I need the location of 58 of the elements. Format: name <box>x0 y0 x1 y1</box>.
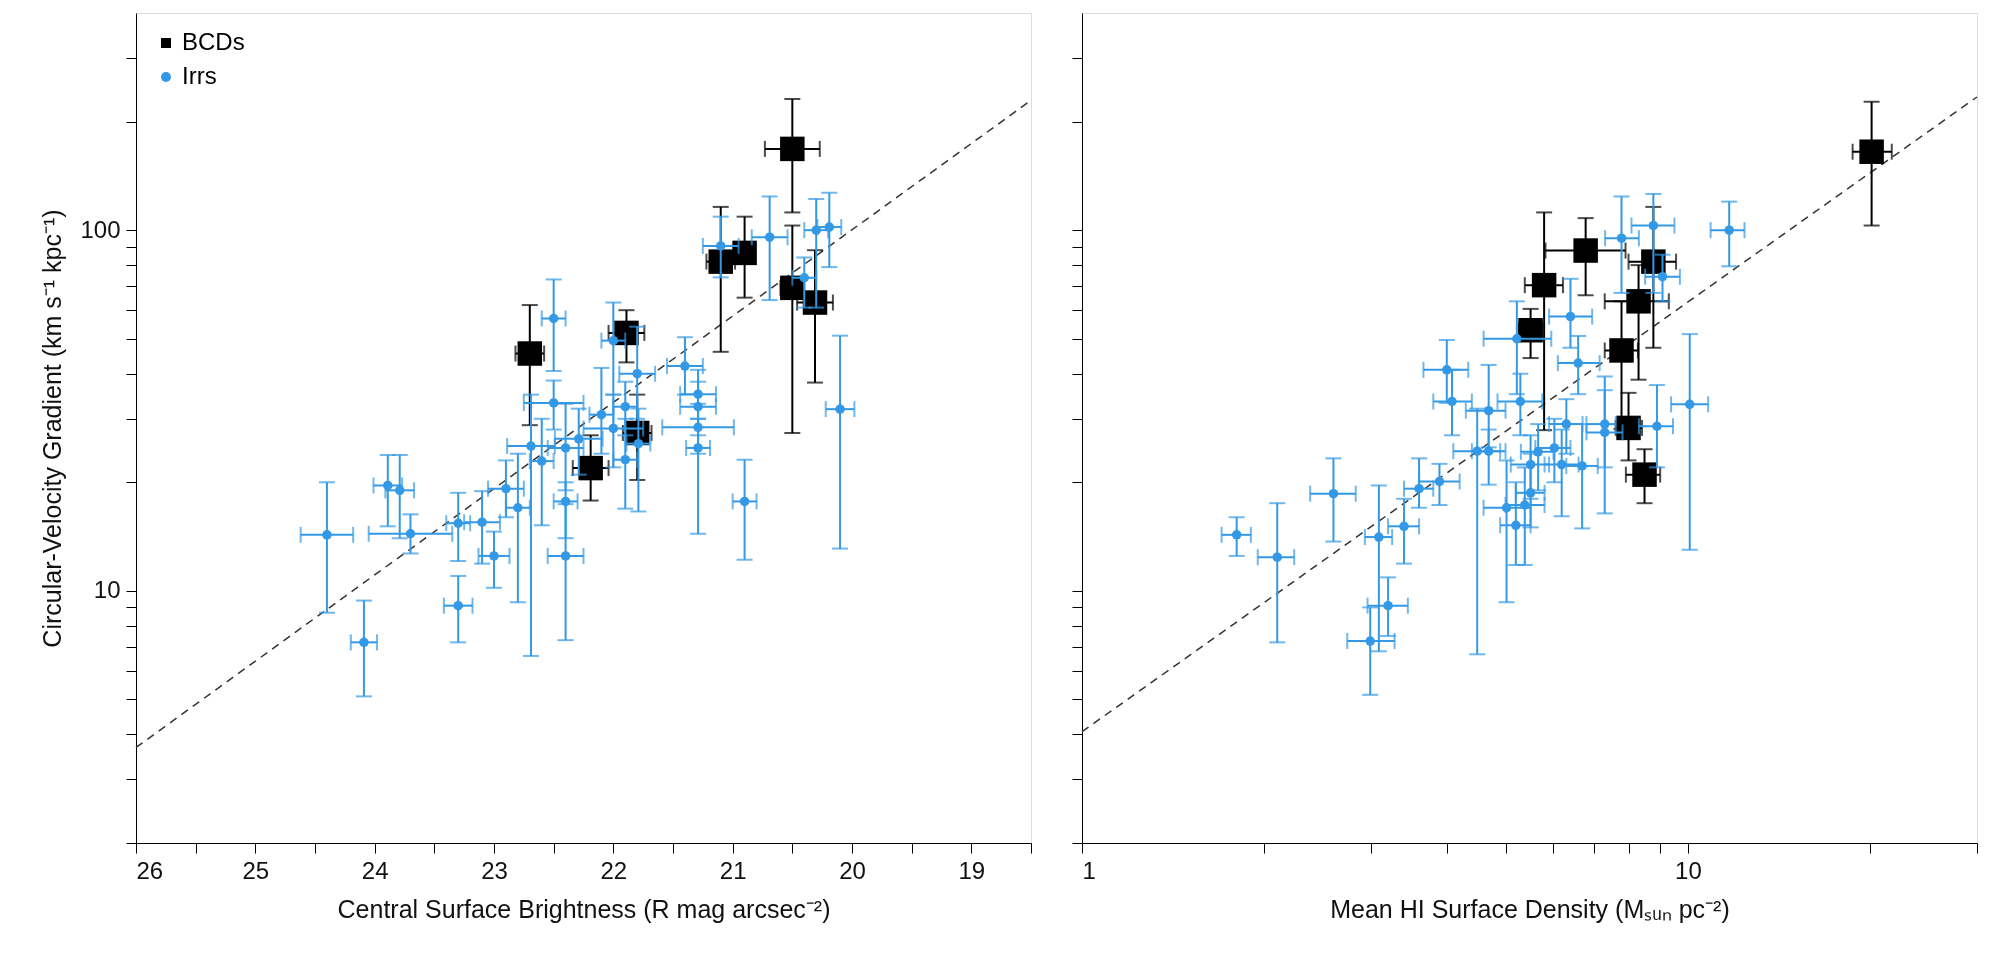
point <box>501 483 511 494</box>
legend-label: Irrs <box>182 62 217 89</box>
point <box>780 136 805 162</box>
x-tick-label: 26 <box>136 856 164 884</box>
point <box>693 443 703 453</box>
x-tick-label: 23 <box>481 856 508 884</box>
point <box>453 600 463 611</box>
point <box>322 530 332 540</box>
point <box>573 434 584 444</box>
x-tick-label: 24 <box>361 856 389 884</box>
point <box>620 454 631 465</box>
x-tick-label: 19 <box>958 856 986 884</box>
point <box>608 335 619 346</box>
point <box>811 225 821 235</box>
point <box>526 441 536 451</box>
point <box>578 455 603 481</box>
point <box>405 529 416 539</box>
point <box>732 240 757 266</box>
point <box>536 456 547 466</box>
point <box>596 409 607 420</box>
point <box>477 517 487 527</box>
point <box>824 222 835 232</box>
x-tick-label: 21 <box>719 856 747 884</box>
point <box>799 273 810 283</box>
x-tick-label: 22 <box>600 856 628 884</box>
point <box>394 485 405 496</box>
point <box>560 443 571 453</box>
point <box>560 551 571 561</box>
legend-label: BCDs <box>182 28 245 55</box>
point <box>715 241 726 251</box>
point <box>548 313 559 324</box>
point <box>517 341 543 366</box>
y-axis-title: Circular-Velocity Gradient (km s⁻¹ kpc⁻¹) <box>38 209 67 648</box>
point <box>835 404 845 414</box>
x-axis-title: Central Surface Brightness (R mag arcsec⁻²) <box>337 894 831 923</box>
point <box>560 496 571 507</box>
point <box>693 389 703 399</box>
x-tick-label: 1 <box>1082 856 1096 884</box>
x-tick-label: 10 <box>1675 856 1702 884</box>
point <box>680 361 690 371</box>
x-tick-label: 25 <box>242 856 270 884</box>
point <box>764 232 775 242</box>
point <box>632 368 642 379</box>
point <box>489 551 499 561</box>
point <box>693 422 703 433</box>
point <box>739 496 750 507</box>
point <box>453 518 463 528</box>
x-axis-title: Mean HI Surface Density (Mₛᵤₙ pc⁻²) <box>1330 894 1730 923</box>
point <box>620 401 631 412</box>
point <box>608 423 619 434</box>
point <box>513 503 523 513</box>
point <box>383 480 393 491</box>
point <box>548 398 559 408</box>
point <box>359 637 369 648</box>
y-tick-label: 100 <box>80 215 121 243</box>
point <box>633 438 644 449</box>
x-tick-label: 20 <box>839 856 866 884</box>
point <box>693 401 703 412</box>
